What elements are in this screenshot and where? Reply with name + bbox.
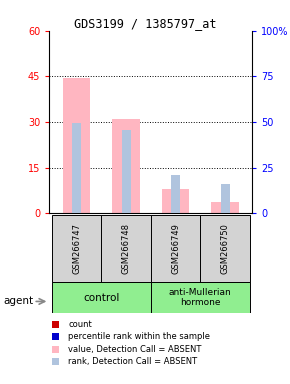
Text: anti-Mullerian
hormone: anti-Mullerian hormone [169,288,232,307]
Text: rank, Detection Call = ABSENT: rank, Detection Call = ABSENT [68,357,197,366]
Bar [52,215,101,282]
Bar [151,215,200,282]
Bar [151,282,250,313]
Text: agent: agent [3,296,33,306]
Text: value, Detection Call = ABSENT: value, Detection Call = ABSENT [68,344,202,354]
Text: GSM266749: GSM266749 [171,223,180,274]
Bar [101,215,151,282]
Bar [52,282,151,313]
Bar [200,215,250,282]
Text: GSM266748: GSM266748 [122,223,130,274]
Bar [72,123,81,213]
Text: percentile rank within the sample: percentile rank within the sample [68,332,210,341]
Text: GSM266747: GSM266747 [72,223,81,274]
Text: GDS3199 / 1385797_at: GDS3199 / 1385797_at [74,17,216,30]
Text: control: control [83,293,119,303]
Bar [162,189,189,213]
Text: GSM266750: GSM266750 [221,223,230,274]
Bar [211,202,239,213]
Text: count: count [68,320,92,329]
Bar [113,119,140,213]
Bar [122,129,130,213]
Bar [63,78,90,213]
Bar [221,184,229,213]
Bar [171,175,180,213]
